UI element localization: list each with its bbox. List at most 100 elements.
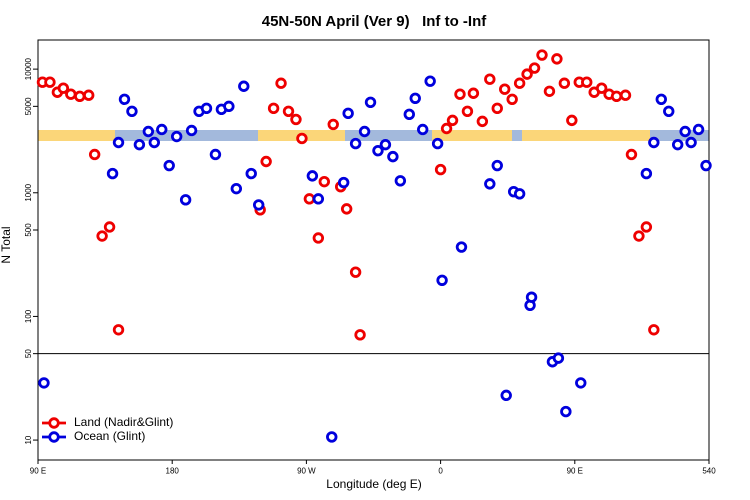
point [318, 175, 330, 188]
point [282, 105, 295, 117]
point [436, 274, 448, 286]
point [619, 89, 632, 101]
point [326, 431, 338, 443]
y-axis-label: N Total [0, 226, 13, 263]
point [156, 123, 168, 136]
point [57, 82, 70, 94]
point [625, 148, 638, 161]
point [575, 377, 587, 389]
legend-label: Ocean (Glint) [74, 429, 145, 443]
point [543, 85, 556, 97]
point [387, 150, 399, 163]
point [275, 77, 287, 89]
x-tick-label: 90 E [30, 467, 46, 476]
point [290, 113, 302, 126]
point [65, 88, 77, 100]
point [491, 102, 503, 115]
point [209, 148, 222, 161]
legend-marker [48, 417, 60, 429]
point [327, 118, 339, 131]
point [364, 96, 377, 109]
point [491, 159, 503, 172]
point [648, 324, 660, 336]
land-strip [432, 130, 650, 141]
point [525, 291, 538, 303]
point [354, 329, 366, 341]
point [358, 125, 371, 138]
point [112, 136, 125, 149]
point [342, 107, 354, 120]
point [185, 124, 198, 137]
point [434, 163, 447, 176]
point [692, 123, 705, 136]
point [252, 199, 265, 211]
x-tick-label: 0 [438, 467, 443, 476]
point [238, 80, 250, 92]
point [118, 93, 131, 106]
point [103, 221, 116, 233]
point [640, 221, 653, 233]
point [595, 82, 608, 94]
point [372, 144, 384, 157]
point [230, 182, 243, 195]
y-tick-label: 100 [24, 309, 33, 323]
point [303, 193, 316, 205]
y-tick-label: 50 [24, 349, 33, 358]
point [513, 188, 526, 200]
point [170, 130, 183, 143]
legend-marker [48, 431, 60, 443]
point [106, 167, 119, 180]
point [82, 89, 95, 101]
point [648, 136, 660, 149]
point [640, 167, 653, 180]
point [296, 132, 308, 145]
point [312, 232, 325, 244]
point [461, 105, 474, 117]
point [528, 62, 541, 74]
x-tick-label: 90 E [567, 467, 583, 476]
point [484, 178, 496, 190]
point [267, 102, 280, 115]
chart-title: 45N-50N April (Ver 9) Inf to -Inf [262, 13, 487, 30]
x-tick-label: 90 W [297, 467, 316, 476]
point [513, 77, 526, 89]
legend-label: Land (Nadir&Glint) [74, 415, 173, 429]
point [552, 352, 565, 364]
point [446, 114, 459, 127]
point [163, 159, 175, 172]
point [142, 125, 155, 138]
y-tick-label: 5000 [24, 97, 33, 115]
point [148, 136, 161, 149]
point [112, 324, 125, 336]
y-tick-label: 500 [24, 223, 33, 237]
point [679, 125, 691, 138]
point [245, 167, 257, 180]
point [536, 49, 548, 61]
point [133, 138, 146, 151]
ocean-strip [512, 130, 522, 141]
point [663, 105, 675, 117]
ocean-strip [115, 130, 258, 141]
point [431, 137, 444, 150]
point [394, 175, 407, 187]
point [500, 389, 512, 402]
point [223, 100, 235, 113]
point [424, 75, 436, 87]
point [88, 148, 101, 161]
point [455, 241, 468, 253]
point [484, 73, 496, 85]
point [700, 159, 712, 172]
land-strip [38, 130, 115, 141]
x-tick-label: 180 [166, 467, 180, 476]
point [403, 108, 415, 121]
point [671, 138, 684, 151]
point [610, 90, 623, 102]
point [685, 136, 697, 149]
point [126, 105, 138, 117]
point [655, 93, 667, 106]
ocean-strip [650, 130, 709, 141]
point [454, 88, 466, 100]
plot-frame [37, 39, 710, 461]
